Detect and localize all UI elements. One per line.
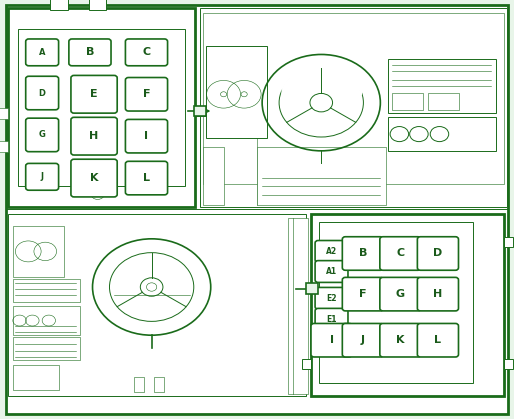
Bar: [13, 365, 59, 390]
Bar: [134, 377, 144, 392]
FancyBboxPatch shape: [380, 277, 421, 311]
Text: I: I: [329, 335, 334, 345]
Bar: [200, 8, 507, 207]
Bar: [195, 106, 205, 116]
Text: L: L: [143, 173, 150, 183]
Text: H: H: [89, 131, 99, 141]
Bar: [302, 359, 311, 369]
Bar: [203, 13, 504, 184]
FancyBboxPatch shape: [71, 75, 117, 113]
FancyBboxPatch shape: [26, 39, 59, 66]
FancyBboxPatch shape: [71, 159, 117, 197]
Bar: [388, 117, 496, 151]
Text: K: K: [90, 173, 98, 183]
Text: E: E: [90, 89, 98, 99]
Text: L: L: [434, 335, 442, 345]
FancyBboxPatch shape: [342, 277, 383, 311]
FancyBboxPatch shape: [342, 323, 383, 357]
Bar: [319, 222, 473, 383]
Text: J: J: [41, 172, 44, 181]
Bar: [0, 108, 8, 119]
Text: G: G: [396, 289, 405, 299]
FancyBboxPatch shape: [125, 161, 168, 195]
Text: J: J: [361, 335, 365, 345]
Text: K: K: [396, 335, 405, 345]
Bar: [8, 214, 306, 396]
Text: I: I: [144, 131, 149, 141]
Bar: [388, 59, 496, 113]
FancyBboxPatch shape: [125, 78, 168, 111]
Bar: [392, 93, 423, 110]
FancyBboxPatch shape: [71, 117, 117, 155]
Bar: [504, 237, 513, 247]
Text: E1: E1: [326, 315, 337, 324]
FancyBboxPatch shape: [26, 163, 59, 190]
Bar: [206, 46, 267, 138]
Bar: [13, 306, 80, 335]
Text: B: B: [86, 47, 94, 57]
FancyBboxPatch shape: [417, 323, 458, 357]
Text: B: B: [359, 248, 367, 259]
Bar: [428, 93, 459, 110]
Text: F: F: [359, 289, 366, 299]
FancyBboxPatch shape: [342, 237, 383, 270]
Text: A2: A2: [326, 247, 337, 256]
Bar: [89, 0, 106, 10]
Bar: [194, 106, 206, 116]
FancyBboxPatch shape: [125, 119, 168, 153]
FancyBboxPatch shape: [417, 237, 458, 270]
Bar: [8, 8, 195, 207]
FancyBboxPatch shape: [417, 277, 458, 311]
Text: H: H: [433, 289, 443, 299]
Text: E2: E2: [326, 294, 337, 303]
Text: A: A: [39, 48, 45, 57]
Bar: [13, 279, 80, 302]
Bar: [203, 147, 224, 205]
Bar: [288, 218, 308, 394]
Bar: [154, 377, 164, 392]
FancyBboxPatch shape: [69, 39, 111, 66]
FancyBboxPatch shape: [125, 39, 168, 66]
FancyBboxPatch shape: [26, 118, 59, 152]
Text: A1: A1: [326, 267, 337, 276]
FancyBboxPatch shape: [315, 287, 348, 309]
Bar: [50, 0, 68, 10]
Text: D: D: [39, 88, 46, 98]
Bar: [311, 214, 504, 396]
Bar: [0, 141, 8, 152]
Bar: [13, 226, 64, 277]
Text: G: G: [39, 130, 46, 140]
Text: C: C: [142, 47, 151, 57]
Bar: [504, 359, 513, 369]
Text: F: F: [143, 89, 150, 99]
FancyBboxPatch shape: [380, 323, 421, 357]
Text: C: C: [396, 248, 405, 259]
FancyBboxPatch shape: [315, 308, 348, 330]
FancyBboxPatch shape: [26, 76, 59, 110]
Bar: [13, 337, 80, 360]
FancyBboxPatch shape: [315, 241, 348, 262]
FancyBboxPatch shape: [315, 261, 348, 282]
Bar: [18, 29, 185, 186]
Text: D: D: [433, 248, 443, 259]
Bar: [306, 283, 318, 294]
FancyBboxPatch shape: [380, 237, 421, 270]
FancyBboxPatch shape: [311, 323, 352, 357]
Bar: [257, 147, 386, 205]
